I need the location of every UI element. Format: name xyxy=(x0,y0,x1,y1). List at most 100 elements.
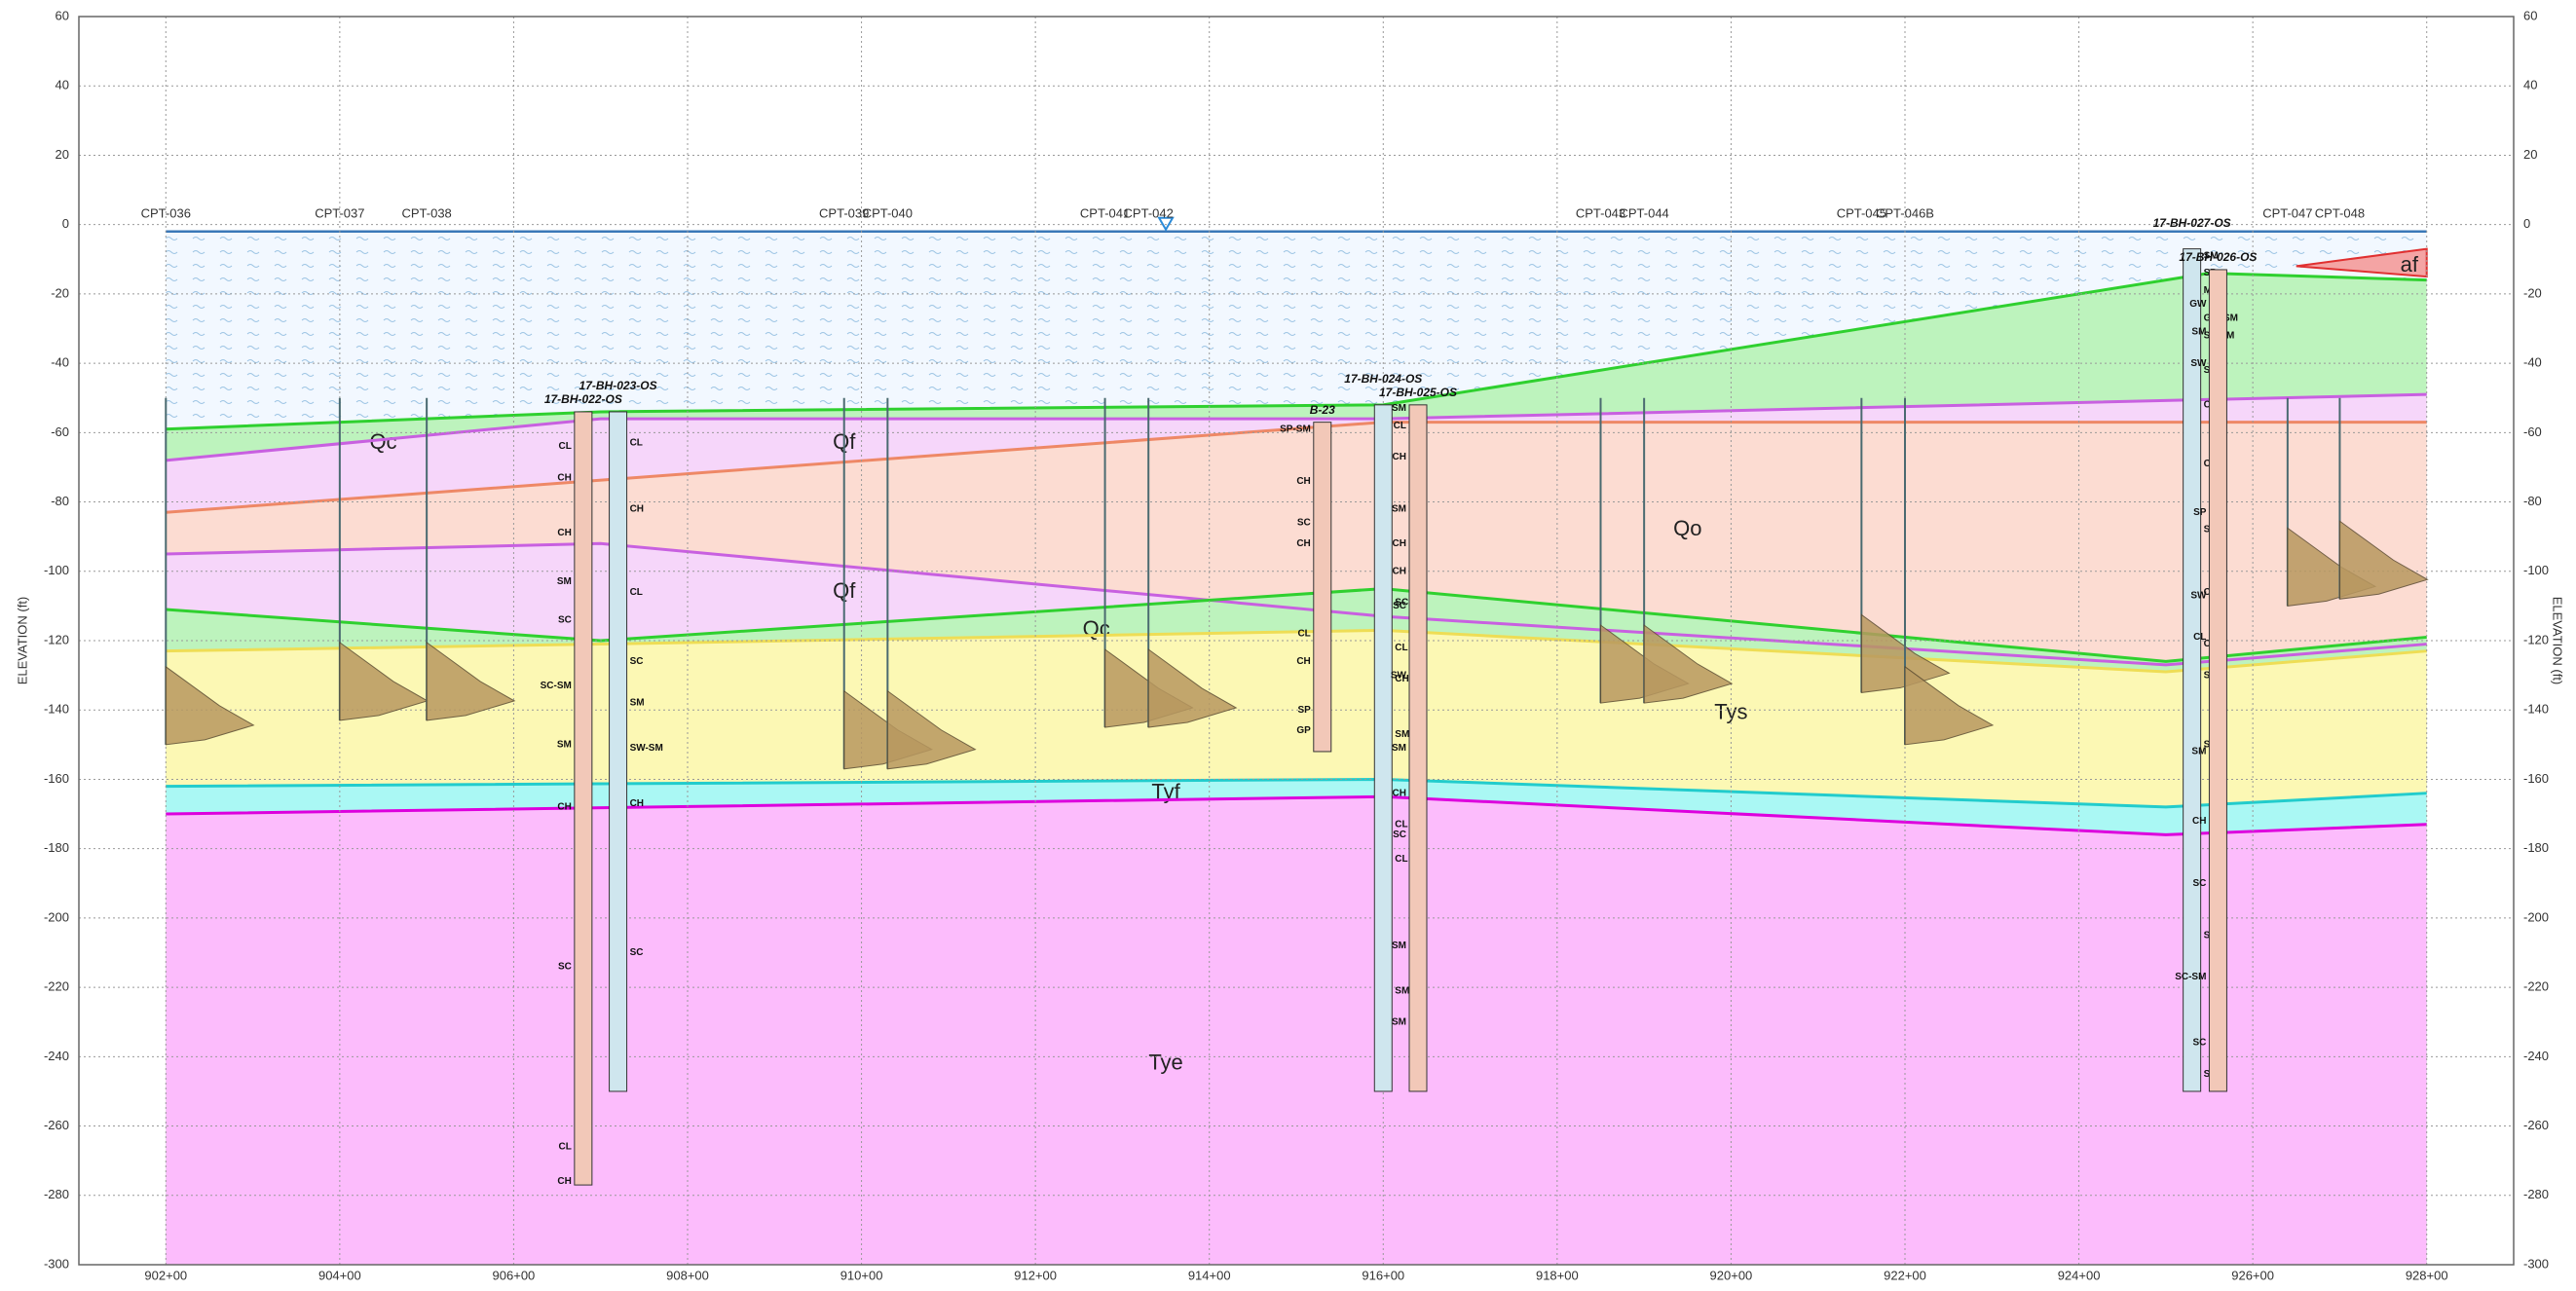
y-tick-label: -200 xyxy=(44,909,69,924)
y-tick-label-right: -20 xyxy=(2523,285,2542,300)
x-tick-label: 920+00 xyxy=(1710,1268,1753,1282)
plot-frame xyxy=(78,16,2515,1266)
soil-code: CH xyxy=(557,802,571,813)
soil-code: SC xyxy=(558,961,572,972)
soil-code: SW-SM xyxy=(630,743,663,754)
soil-code: SW xyxy=(2190,358,2207,369)
y-tick-label: 0 xyxy=(62,216,69,231)
soil-code: SC-SM xyxy=(2175,972,2206,982)
y-tick-label-right: -100 xyxy=(2523,563,2549,577)
cpt-label: CPT-037 xyxy=(315,205,364,220)
y-tick-label-right: -260 xyxy=(2523,1118,2549,1132)
y-tick-label-right: -140 xyxy=(2523,702,2549,717)
boring-column xyxy=(2208,269,2227,1092)
y-tick-label: 60 xyxy=(56,8,69,22)
soil-code: SP xyxy=(2193,507,2207,518)
x-tick-label: 926+00 xyxy=(2231,1268,2274,1282)
boring-label: 17-BH-026-OS xyxy=(2179,250,2257,264)
soil-code: SM xyxy=(1392,1016,1406,1027)
y-tick-label: -300 xyxy=(44,1256,69,1271)
soil-code: CH xyxy=(557,472,571,483)
soil-code: SC xyxy=(630,947,644,958)
soil-code: CH xyxy=(1296,656,1310,667)
y-tick-label: -80 xyxy=(51,494,69,508)
boring-label: B-23 xyxy=(1310,403,1335,417)
y-tick-label: -60 xyxy=(51,424,69,439)
cpt-label: CPT-036 xyxy=(141,205,191,220)
soil-code: GW xyxy=(2189,299,2207,310)
soil-code: SM xyxy=(1392,743,1406,754)
water-zone xyxy=(166,231,2427,429)
soil-code: SM xyxy=(2191,327,2206,338)
soil-code: CL xyxy=(1394,421,1406,431)
cpt-label: CPT-043 xyxy=(1576,205,1625,220)
y-axis-title-right: ELEVATION (ft) xyxy=(2551,597,2565,685)
soil-code: SM xyxy=(2204,250,2219,261)
y-tick-label-right: -220 xyxy=(2523,979,2549,994)
cpt-profile xyxy=(1643,624,1734,704)
soil-code: CH xyxy=(630,503,644,514)
soil-code: SC xyxy=(558,614,572,625)
soil-code: CH xyxy=(1393,538,1406,549)
soil-code: CH xyxy=(557,1176,571,1187)
boring-label: 17-BH-023-OS xyxy=(579,379,657,392)
soil-code: SM xyxy=(630,698,645,709)
x-tick-label: 908+00 xyxy=(666,1268,709,1282)
x-tick-label: 912+00 xyxy=(1014,1268,1057,1282)
soil-code: SM xyxy=(1395,729,1409,740)
soil-code: CH xyxy=(2192,816,2206,827)
y-tick-label-right: 0 xyxy=(2523,216,2530,231)
y-tick-label: -100 xyxy=(44,563,69,577)
water-symbol xyxy=(1157,216,1175,232)
soil-code: CL xyxy=(2193,632,2206,643)
y-tick-label: -40 xyxy=(51,355,69,370)
soil-code: CH xyxy=(1296,476,1310,487)
boring-label: 17-BH-022-OS xyxy=(544,392,622,406)
soil-code: CH xyxy=(1296,538,1310,549)
cpt-profile xyxy=(339,641,429,721)
soil-code: SC xyxy=(1393,601,1406,611)
y-tick-label-right: -40 xyxy=(2523,355,2542,370)
layer-label: af xyxy=(2401,252,2419,277)
soil-code: CH xyxy=(1393,566,1406,576)
y-tick-label: -20 xyxy=(51,285,69,300)
layer-label: Qo xyxy=(1673,516,1701,540)
y-tick-label-right: 20 xyxy=(2523,147,2537,162)
y-tick-label-right: -200 xyxy=(2523,909,2549,924)
y-tick-label-right: -280 xyxy=(2523,1187,2549,1201)
soil-code: CH xyxy=(557,528,571,538)
soil-code: SC xyxy=(2193,1038,2207,1049)
boring-label: 17-BH-025-OS xyxy=(1379,386,1457,399)
soil-code: SW xyxy=(1391,670,1407,681)
cpt-label: CPT-045 xyxy=(1837,205,1886,220)
soil-code: CL xyxy=(1395,643,1407,653)
soil-code: SC xyxy=(1393,830,1406,840)
soil-code: SW xyxy=(2190,590,2207,601)
soil-code: GP xyxy=(1296,725,1311,736)
soil-code: SM xyxy=(557,739,572,750)
cpt-profile xyxy=(2338,520,2429,600)
boring-column xyxy=(2183,248,2202,1092)
soil-code: CH xyxy=(1395,674,1408,684)
layer-fill xyxy=(166,796,2427,1265)
y-tick-label-right: -180 xyxy=(2523,840,2549,855)
y-tick-label: -260 xyxy=(44,1118,69,1132)
y-tick-label: 20 xyxy=(56,147,69,162)
cpt-label: CPT-040 xyxy=(863,205,913,220)
y-tick-label-right: -240 xyxy=(2523,1049,2549,1063)
y-tick-label: -120 xyxy=(44,632,69,646)
soil-code: CL xyxy=(630,587,643,598)
x-tick-label: 924+00 xyxy=(2058,1268,2101,1282)
boring-label: 17-BH-024-OS xyxy=(1344,372,1422,386)
soil-code: SC-SM xyxy=(541,681,572,691)
soil-code: SM xyxy=(1392,503,1406,514)
layer-label: Tye xyxy=(1148,1050,1182,1074)
cpt-label: CPT-047 xyxy=(2262,205,2312,220)
boring-column xyxy=(609,411,628,1092)
layer-boundary xyxy=(166,794,2427,836)
x-tick-label: 902+00 xyxy=(144,1268,187,1282)
y-tick-label-right: 40 xyxy=(2523,78,2537,92)
layer-boundary xyxy=(166,777,2427,809)
soil-code: CL xyxy=(1395,819,1407,830)
soil-code: SC xyxy=(2193,878,2207,889)
